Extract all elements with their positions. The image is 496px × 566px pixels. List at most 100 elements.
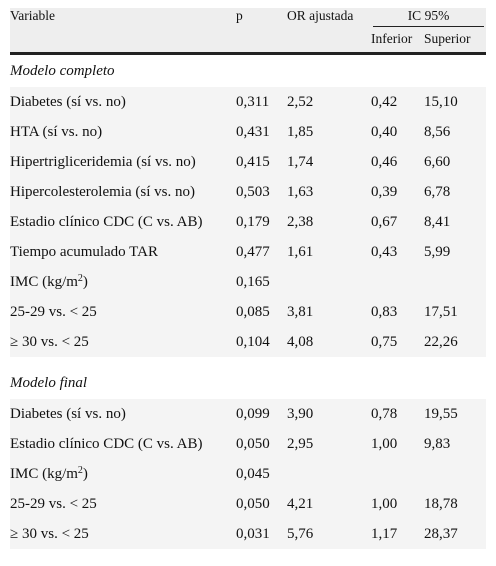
cell-superior: 22,26 [424,327,486,357]
cell-superior: 8,41 [424,207,486,237]
variable-text: Hipertrigliceridemia (sí vs. no) [10,153,196,170]
variable-text: ≥ 30 vs. < 25 [10,525,89,542]
cell-variable: Estadio clínico CDC (C vs. AB) [10,429,236,459]
header-ic: IC 95% [373,8,484,27]
section-row: Modelo completo [10,55,486,87]
cell-superior: 6,78 [424,177,486,207]
table-row: Hipercolesterolemia (sí vs. no) 0,503 1,63… [10,177,486,207]
variable-superscript: 2 [77,272,83,284]
cell-inferior: 0,46 [371,147,424,177]
table-row: HTA (sí vs. no) 0,431 1,85 0,40 8,56 [10,117,486,147]
header-variable: Variable [10,8,55,23]
cell-inferior: 0,83 [371,297,424,327]
cell-inferior: 0,39 [371,177,424,207]
section-title: Modelo final [10,367,486,399]
cell-inferior: 0,67 [371,207,424,237]
header-p: p [236,8,243,23]
variable-text: Estadio clínico CDC (C vs. AB) [10,435,203,452]
header-inferior: Inferior [371,31,413,46]
cell-p: 0,503 [236,177,287,207]
header-ic-group: IC 95% [371,8,486,31]
table-row: Hipertrigliceridemia (sí vs. no) 0,415 1,7… [10,147,486,177]
cell-or: 5,76 [287,519,371,549]
cell-p: 0,050 [236,489,287,519]
cell-inferior: 1,00 [371,489,424,519]
cell-superior: 8,56 [424,117,486,147]
table-row: 25-29 vs. < 25 0,050 4,21 1,00 18,78 [10,489,486,519]
cell-or: 2,38 [287,207,371,237]
cell-variable: 25-29 vs. < 25 [10,489,236,519]
cell-p: 0,179 [236,207,287,237]
header-row: Variable p OR ajustada IC 95% [10,8,486,31]
cell-variable: Hipercolesterolemia (sí vs. no) [10,177,236,207]
cell-inferior: 0,43 [371,237,424,267]
table-row: Diabetes (sí vs. no) 0,099 3,90 0,78 19,55 [10,399,486,429]
cell-p: 0,431 [236,117,287,147]
cell-variable: Diabetes (sí vs. no) [10,87,236,117]
header-superior: Superior [424,31,471,46]
variable-text: Estadio clínico CDC (C vs. AB) [10,213,203,230]
section-title: Modelo completo [10,55,486,87]
cell-superior [424,267,486,297]
cell-superior: 17,51 [424,297,486,327]
table-row: IMC (kg/m2) 0,045 [10,459,486,489]
cell-variable: Estadio clínico CDC (C vs. AB) [10,207,236,237]
cell-p: 0,099 [236,399,287,429]
cell-inferior: 0,78 [371,399,424,429]
variable-text: HTA (sí vs. no) [10,123,103,140]
cell-superior [424,459,486,489]
variable-text: Diabetes (sí vs. no) [10,405,126,422]
results-table: Variable p OR ajustada IC 95% Inferior S… [10,8,486,549]
cell-or: 3,81 [287,297,371,327]
cell-inferior: 0,42 [371,87,424,117]
cell-p: 0,415 [236,147,287,177]
cell-or: 2,95 [287,429,371,459]
table-row: ≥ 30 vs. < 25 0,031 5,76 1,17 28,37 [10,519,486,549]
cell-p: 0,165 [236,267,287,297]
cell-variable: Hipertrigliceridemia (sí vs. no) [10,147,236,177]
cell-inferior: 1,17 [371,519,424,549]
cell-or: 1,61 [287,237,371,267]
cell-inferior [371,459,424,489]
table-row: Estadio clínico CDC (C vs. AB) 0,179 2,38 0… [10,207,486,237]
cell-variable: HTA (sí vs. no) [10,117,236,147]
table-row: IMC (kg/m2) 0,165 [10,267,486,297]
cell-inferior [371,267,424,297]
cell-superior: 5,99 [424,237,486,267]
cell-p: 0,104 [236,327,287,357]
table-row: 25-29 vs. < 25 0,085 3,81 0,83 17,51 [10,297,486,327]
table-row: Diabetes (sí vs. no) 0,311 2,52 0,42 15,10 [10,87,486,117]
cell-variable: IMC (kg/m2) [10,459,236,489]
cell-variable: ≥ 30 vs. < 25 [10,519,236,549]
cell-p: 0,311 [236,87,287,117]
variable-text: 25-29 vs. < 25 [10,495,97,512]
table-row: ≥ 30 vs. < 25 0,104 4,08 0,75 22,26 [10,327,486,357]
cell-inferior: 1,00 [371,429,424,459]
cell-superior: 15,10 [424,87,486,117]
cell-variable: Diabetes (sí vs. no) [10,399,236,429]
section-spacer [10,357,486,367]
cell-variable: IMC (kg/m2) [10,267,236,297]
cell-p: 0,045 [236,459,287,489]
cell-superior: 19,55 [424,399,486,429]
cell-variable: Tiempo acumulado TAR [10,237,236,267]
variable-text: 25-29 vs. < 25 [10,303,97,320]
cell-superior: 9,83 [424,429,486,459]
cell-inferior: 0,40 [371,117,424,147]
cell-p: 0,085 [236,297,287,327]
cell-or: 1,74 [287,147,371,177]
section-row: Modelo final [10,367,486,399]
cell-superior: 18,78 [424,489,486,519]
cell-p: 0,050 [236,429,287,459]
variable-text: Hipercolesterolemia (sí vs. no) [10,183,195,200]
table-row: Estadio clínico CDC (C vs. AB) 0,050 2,95 1… [10,429,486,459]
cell-variable: ≥ 30 vs. < 25 [10,327,236,357]
cell-superior: 28,37 [424,519,486,549]
variable-superscript: 2 [77,464,83,476]
cell-or: 4,21 [287,489,371,519]
cell-p: 0,477 [236,237,287,267]
cell-superior: 6,60 [424,147,486,177]
cell-or: 2,52 [287,87,371,117]
variable-text: IMC (kg/m [10,465,78,482]
header-or: OR ajustada [287,8,354,23]
